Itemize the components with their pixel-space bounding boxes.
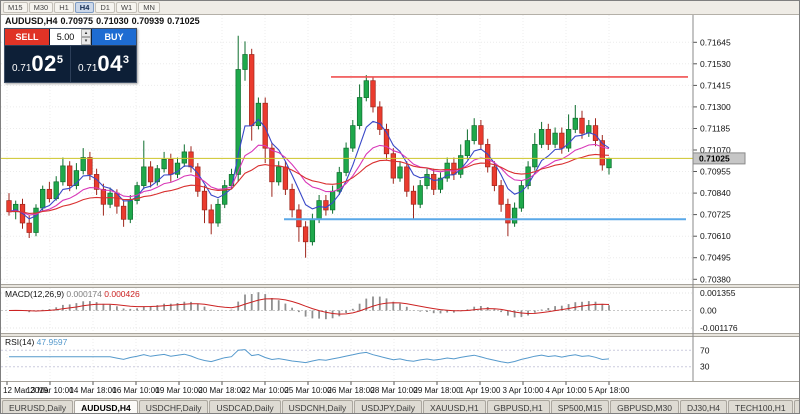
tab-gbpusd-m30[interactable]: GBPUSD,M30 [610,400,679,413]
sell-price-base: 0.71 [11,62,32,74]
timeframe-w1[interactable]: W1 [115,2,138,13]
svg-text:25 Mar 10:00: 25 Mar 10:00 [284,386,332,395]
buy-price-sup: 3 [122,53,130,66]
svg-text:0.00: 0.00 [700,306,717,316]
tab-uko[interactable]: UKO [793,400,799,413]
svg-text:0.71300: 0.71300 [700,102,731,112]
timeframe-toolbar: M15 M30 H1 H4 D1 W1 MN [1,1,799,15]
timeframe-m15[interactable]: M15 [3,2,28,13]
buy-price-base: 0.71 [77,62,98,74]
tab-dj30-h4[interactable]: DJ30,H4 [679,400,728,413]
svg-text:12 Mar 2019: 12 Mar 2019 [3,386,48,395]
one-click-trading-panel: SELL 5.00 ▴ ▾ BUY 0.71 02 5 0.71 04 3 [4,28,137,83]
sell-button[interactable]: SELL [5,29,49,45]
chart-symbol-label: AUDUSD,H4 [5,16,58,26]
tab-sp500-m15[interactable]: SP500,M15 [550,400,610,413]
svg-text:30: 30 [700,362,710,372]
tab-usdcnh-daily[interactable]: USDCNH,Daily [281,400,354,413]
svg-text:0.70955: 0.70955 [700,167,731,177]
svg-text:19 Mar 10:00: 19 Mar 10:00 [155,386,203,395]
volume-up-button[interactable]: ▴ [81,29,91,37]
sell-price-big: 02 [31,51,57,76]
tab-eurusd-daily[interactable]: EURUSD,Daily [2,400,74,413]
svg-text:0.70840: 0.70840 [700,188,731,198]
timeframe-h4[interactable]: H4 [74,2,95,13]
svg-text:28 Mar 10:00: 28 Mar 10:00 [370,386,418,395]
timeframe-d1[interactable]: D1 [95,2,115,13]
svg-text:14 Mar 18:00: 14 Mar 18:00 [69,386,117,395]
ohlc-high: 0.71030 [96,16,129,26]
sell-price-sup: 5 [56,53,64,66]
buy-price-display[interactable]: 0.71 04 3 [71,46,136,82]
svg-text:0.71185: 0.71185 [700,124,730,134]
tab-usdjpy-daily[interactable]: USDJPY,Daily [354,400,422,413]
tab-usdcad-daily[interactable]: USDCAD,Daily [209,400,281,413]
volume-spinner: ▴ ▾ [81,29,91,45]
svg-text:0.001355: 0.001355 [700,288,736,298]
chart-area: AUDUSD,H4 0.70975 0.71030 0.70939 0.71025 SE… [1,15,799,398]
svg-text:70: 70 [700,345,710,355]
ohlc-open: 0.70975 [60,16,94,26]
svg-text:16 Mar 10:00: 16 Mar 10:00 [112,386,160,395]
tab-xauusd-h1[interactable]: XAUUSD,H1 [422,400,486,413]
svg-text:-0.001176: -0.001176 [700,323,738,333]
svg-text:0.70495: 0.70495 [700,253,731,263]
svg-text:4 Apr 10:00: 4 Apr 10:00 [546,386,587,395]
ohlc-low: 0.70939 [131,16,165,26]
tab-audusd-h4[interactable]: AUDUSD,H4 [74,400,138,413]
buy-price-big: 04 [97,51,123,76]
svg-text:22 Mar 10:00: 22 Mar 10:00 [241,386,289,395]
svg-text:5 Apr 18:00: 5 Apr 18:00 [589,386,630,395]
svg-text:0.70380: 0.70380 [700,274,731,284]
volume-input[interactable]: 5.00 [56,32,75,42]
svg-text:0.71645: 0.71645 [700,37,731,47]
svg-text:26 Mar 18:00: 26 Mar 18:00 [327,386,375,395]
buy-button[interactable]: BUY [92,29,136,45]
svg-text:29 Mar 18:00: 29 Mar 18:00 [413,386,461,395]
svg-text:0.71530: 0.71530 [700,59,731,69]
sell-price-display[interactable]: 0.71 02 5 [5,46,71,82]
volume-down-button[interactable]: ▾ [81,37,91,45]
svg-text:0.71070: 0.71070 [700,145,731,155]
tab-gbpusd-h1[interactable]: GBPUSD,H1 [486,400,550,413]
svg-text:1 Apr 19:00: 1 Apr 19:00 [460,386,501,395]
timeframe-m30[interactable]: M30 [28,2,54,13]
chevron-up-icon: ▴ [84,30,88,36]
tab-tech100-h1[interactable]: TECH100,H1 [728,400,793,413]
chart-canvas[interactable]: 0.001355 0.00 -0.001176 MACD(12,26,9) 0.000… [1,15,800,398]
tab-usdchf-daily[interactable]: USDCHF,Daily [138,400,209,413]
svg-text:MACD(12,26,9) 0.000174 0.00042: MACD(12,26,9) 0.000174 0.000426 [5,289,140,299]
svg-text:RSI(14) 47.9597: RSI(14) 47.9597 [5,337,68,347]
timeframe-mn[interactable]: MN [138,2,160,13]
svg-text:3 Apr 10:00: 3 Apr 10:00 [503,386,544,395]
svg-text:13 Mar 10:00: 13 Mar 10:00 [26,386,74,395]
svg-text:0.70610: 0.70610 [700,231,731,241]
volume-control: 5.00 ▴ ▾ [50,29,91,45]
ohlc-close: 0.71025 [167,16,200,26]
svg-text:0.71025: 0.71025 [699,153,730,163]
svg-text:20 Mar 18:00: 20 Mar 18:00 [198,386,246,395]
chevron-down-icon: ▾ [84,38,88,44]
chart-tab-bar: EURUSD,Daily AUDUSD,H4 USDCHF,Daily USDC… [1,398,799,413]
svg-text:0.70725: 0.70725 [700,210,731,220]
chart-ohlc-header: AUDUSD,H4 0.70975 0.71030 0.70939 0.71025 [5,16,203,26]
timeframe-h1[interactable]: H1 [54,2,74,13]
svg-text:0.71415: 0.71415 [700,80,731,90]
